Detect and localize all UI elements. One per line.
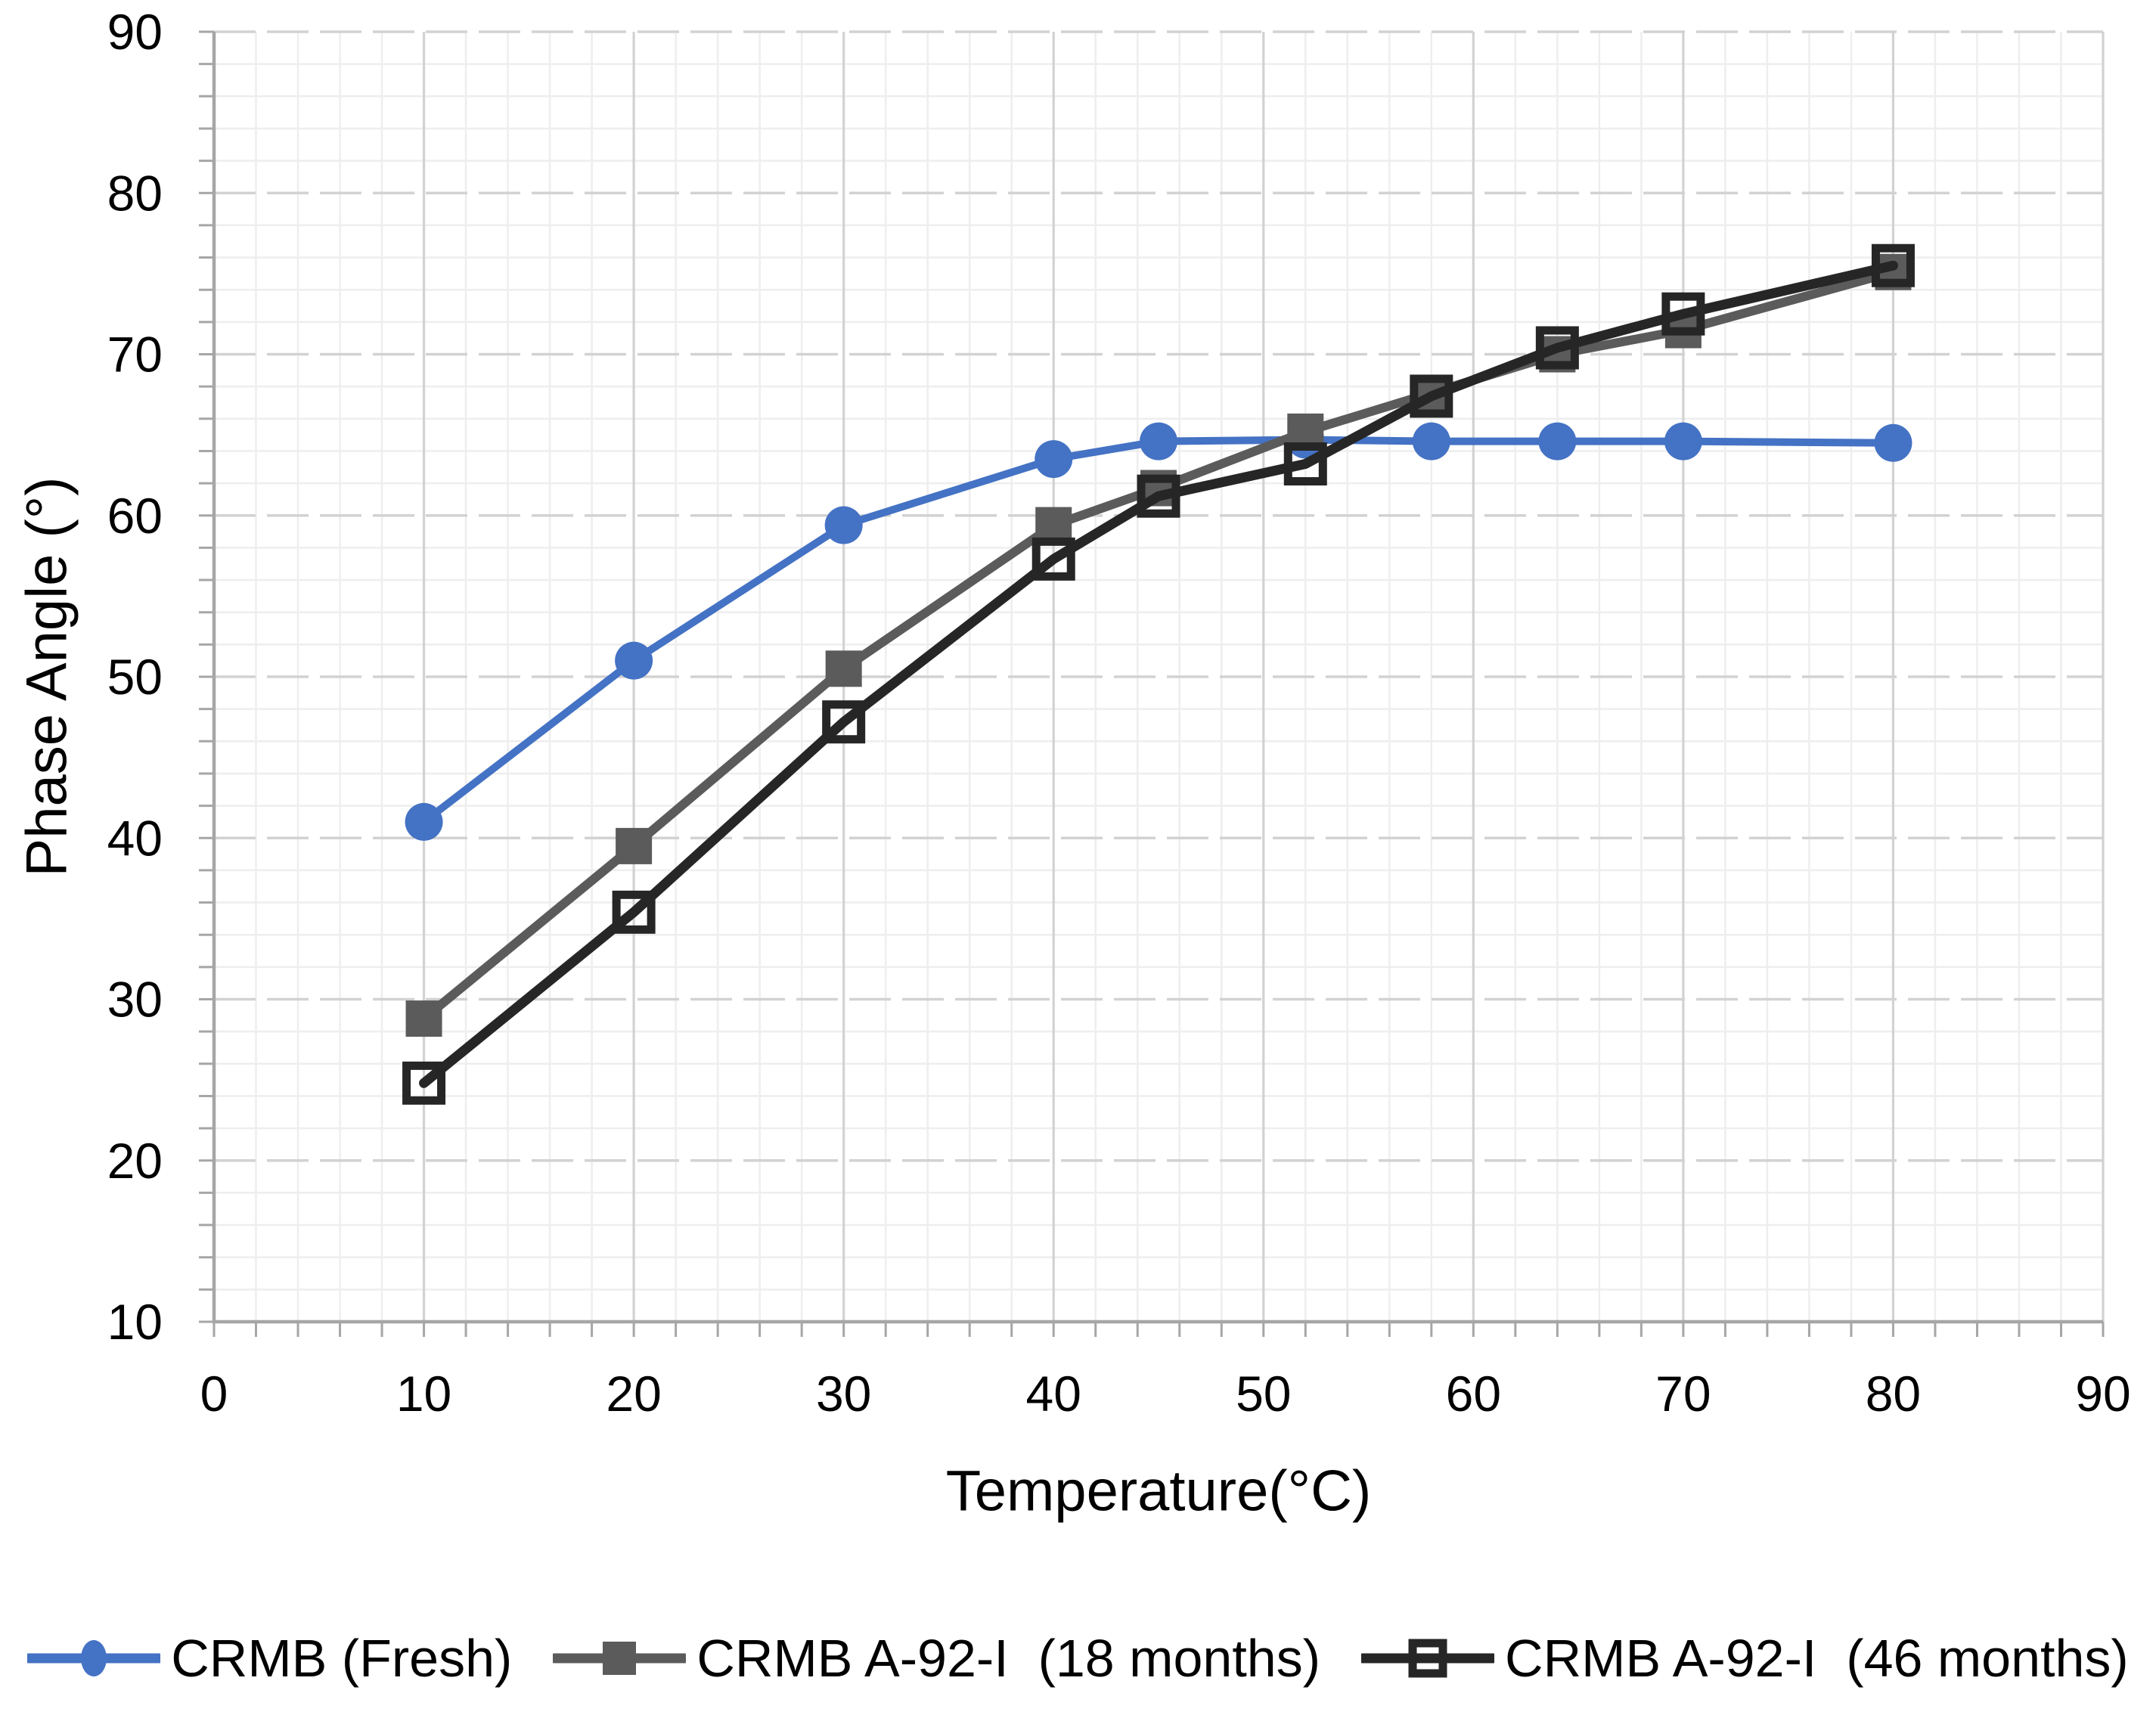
y-axis-tick-label: 10 bbox=[107, 1294, 163, 1350]
data-point-filled-square bbox=[616, 827, 653, 864]
x-axis-tick-label: 20 bbox=[606, 1366, 661, 1422]
legend-label-crmb-a92i-18-months: CRMB A-92-I (18 months) bbox=[696, 1629, 1321, 1688]
data-point-circle bbox=[615, 641, 653, 680]
x-axis-tick-label: 60 bbox=[1446, 1366, 1501, 1422]
x-axis-tick-label: 90 bbox=[2075, 1366, 2130, 1422]
x-axis-tick-label: 50 bbox=[1236, 1366, 1291, 1422]
plot-render-layer: 10 20 30 40 50 60 70 80 90 0 10 20 30 40 50 60 70 80 90 bbox=[107, 4, 2131, 1422]
y-axis-tick-label: 80 bbox=[107, 165, 163, 221]
y-axis-title: Phase Angle (°) bbox=[15, 477, 79, 877]
data-point-circle bbox=[1035, 440, 1073, 479]
x-axis-tick-label: 10 bbox=[396, 1366, 451, 1422]
data-point-filled-square bbox=[1035, 507, 1072, 544]
legend-filled-square-marker-icon bbox=[553, 1642, 687, 1675]
x-axis-title: Temperature(°C) bbox=[946, 1459, 1372, 1524]
data-point-open-square bbox=[1283, 442, 1327, 486]
legend-circle-marker-icon bbox=[27, 1640, 161, 1676]
y-axis-tick-label: 70 bbox=[107, 327, 163, 383]
data-point-circle bbox=[1538, 422, 1577, 461]
y-axis-tick-label: 50 bbox=[107, 649, 163, 705]
data-point-open-square bbox=[1535, 326, 1579, 370]
data-point-filled-square bbox=[405, 1000, 442, 1037]
legend-label-crmb-a92i-46-months: CRMB A-92-I (46 months) bbox=[1505, 1629, 2129, 1688]
data-point-open-square bbox=[1661, 292, 1705, 336]
x-axis-tick-label: 30 bbox=[816, 1366, 871, 1422]
data-point-open-square bbox=[1871, 243, 1915, 287]
legend-label-crmb-fresh: CRMB (Fresh) bbox=[171, 1629, 513, 1688]
data-point-circle bbox=[1140, 422, 1177, 461]
y-axis-tick-label: 30 bbox=[107, 972, 163, 1028]
legend-item-crmb-a92i-18-months: CRMB A-92-I (18 months) bbox=[553, 1622, 1320, 1695]
x-axis-tick-label: 0 bbox=[200, 1366, 228, 1422]
x-axis-tick-label: 80 bbox=[1866, 1366, 1921, 1422]
y-axis-tick-label: 60 bbox=[107, 488, 163, 544]
data-point-circle bbox=[405, 802, 443, 841]
y-axis-tick-label: 90 bbox=[107, 4, 163, 60]
series-line-1 bbox=[419, 267, 1898, 1024]
data-point-circle bbox=[1412, 422, 1450, 461]
data-point-open-square bbox=[1410, 374, 1453, 418]
data-point-open-square bbox=[1137, 474, 1180, 518]
x-axis-tick-label: 70 bbox=[1655, 1366, 1711, 1422]
y-axis-tick-label: 40 bbox=[107, 810, 163, 866]
data-point-filled-square bbox=[825, 650, 862, 687]
data-point-circle bbox=[1874, 423, 1912, 462]
data-point-circle bbox=[1664, 422, 1702, 461]
data-point-open-square bbox=[402, 1061, 446, 1105]
data-point-open-square bbox=[822, 700, 866, 744]
x-axis-tick-label: 40 bbox=[1026, 1366, 1081, 1422]
series-line-2 bbox=[419, 260, 1898, 1088]
data-point-open-square bbox=[1031, 537, 1075, 581]
legend-item-crmb-a92i-46-months: CRMB A-92-I (46 months) bbox=[1361, 1622, 2129, 1695]
data-point-open-square bbox=[612, 890, 656, 934]
legend-open-square-marker-icon bbox=[1361, 1639, 1495, 1678]
legend: CRMB (Fresh) CRMB A-92-I (18 months) CRM… bbox=[0, 1602, 2156, 1715]
legend-item-crmb-fresh: CRMB (Fresh) bbox=[27, 1622, 512, 1695]
y-axis-tick-label: 20 bbox=[107, 1133, 163, 1189]
data-point-circle bbox=[824, 506, 863, 544]
series-line-0 bbox=[420, 436, 1897, 826]
